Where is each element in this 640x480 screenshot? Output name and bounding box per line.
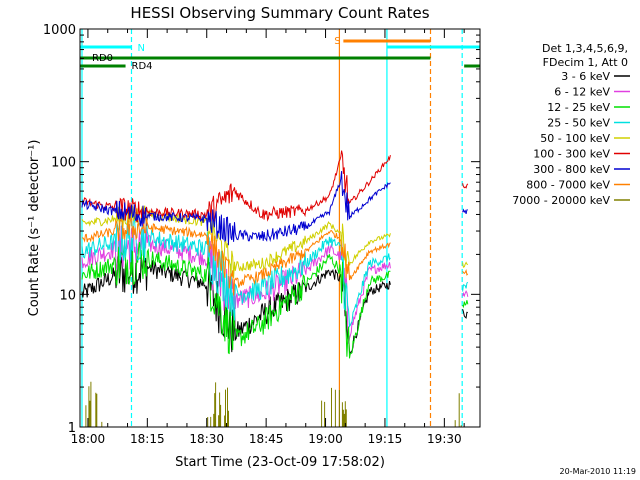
x-axis-label: Start Time (23-Oct-09 17:58:02) — [175, 455, 385, 470]
y-axis: 1 10 100 1000 — [43, 23, 480, 436]
legend-header: FDecim 1, Att 0 — [543, 56, 628, 69]
x-tick-label: 18:00 — [71, 432, 106, 446]
legend-label: 6 - 12 keV — [554, 86, 610, 99]
x-tick-label: 18:15 — [130, 432, 165, 446]
legend-label: 12 - 25 keV — [547, 101, 610, 114]
series-line — [81, 249, 468, 356]
band-markers: N RD0 RD4 S — [80, 29, 480, 427]
night-label: N — [137, 43, 144, 54]
x-tick-label: 18:30 — [189, 432, 224, 446]
x-tick-label: 19:30 — [427, 432, 462, 446]
saa-label: S — [334, 36, 340, 47]
x-tick-label: 19:00 — [308, 432, 343, 446]
series-line — [81, 150, 469, 223]
y-tick-label: 1 — [68, 421, 76, 436]
series-line — [81, 205, 469, 278]
series-lines — [81, 150, 469, 427]
series-line — [82, 217, 469, 296]
legend: Det 1,3,4,5,6,9,FDecim 1, Att 03 - 6 keV… — [512, 42, 630, 207]
legend-label: 7000 - 20000 keV — [512, 194, 610, 207]
x-axis: 18:00 18:15 18:30 18:45 19:00 19:15 19:30 — [71, 29, 465, 446]
series-line — [81, 241, 469, 359]
y-axis-label: Count Rate (s⁻¹ detector⁻¹) — [27, 140, 42, 317]
y-tick-label: 10 — [59, 288, 76, 303]
legend-label: 3 - 6 keV — [561, 70, 610, 83]
x-tick-label: 18:45 — [249, 432, 284, 446]
legend-header: Det 1,3,4,5,6,9, — [542, 42, 628, 55]
legend-label: 50 - 100 keV — [540, 132, 610, 145]
legend-label: 300 - 800 keV — [533, 163, 610, 176]
x-tick-label: 19:15 — [368, 432, 403, 446]
y-tick-label: 1000 — [43, 23, 76, 38]
rd4-label: RD4 — [132, 61, 153, 72]
series-line — [81, 171, 468, 246]
chart-title: HESSI Observing Summary Count Rates — [130, 4, 429, 22]
legend-label: 25 - 50 keV — [547, 117, 610, 130]
timestamp: 20-Mar-2010 11:19 — [560, 467, 637, 476]
rd0-label: RD0 — [92, 53, 113, 64]
series-line — [85, 381, 462, 427]
legend-label: 800 - 7000 keV — [526, 179, 610, 192]
y-tick-label: 100 — [51, 156, 76, 171]
legend-label: 100 - 300 keV — [533, 148, 610, 161]
plot-frame — [79, 28, 481, 428]
